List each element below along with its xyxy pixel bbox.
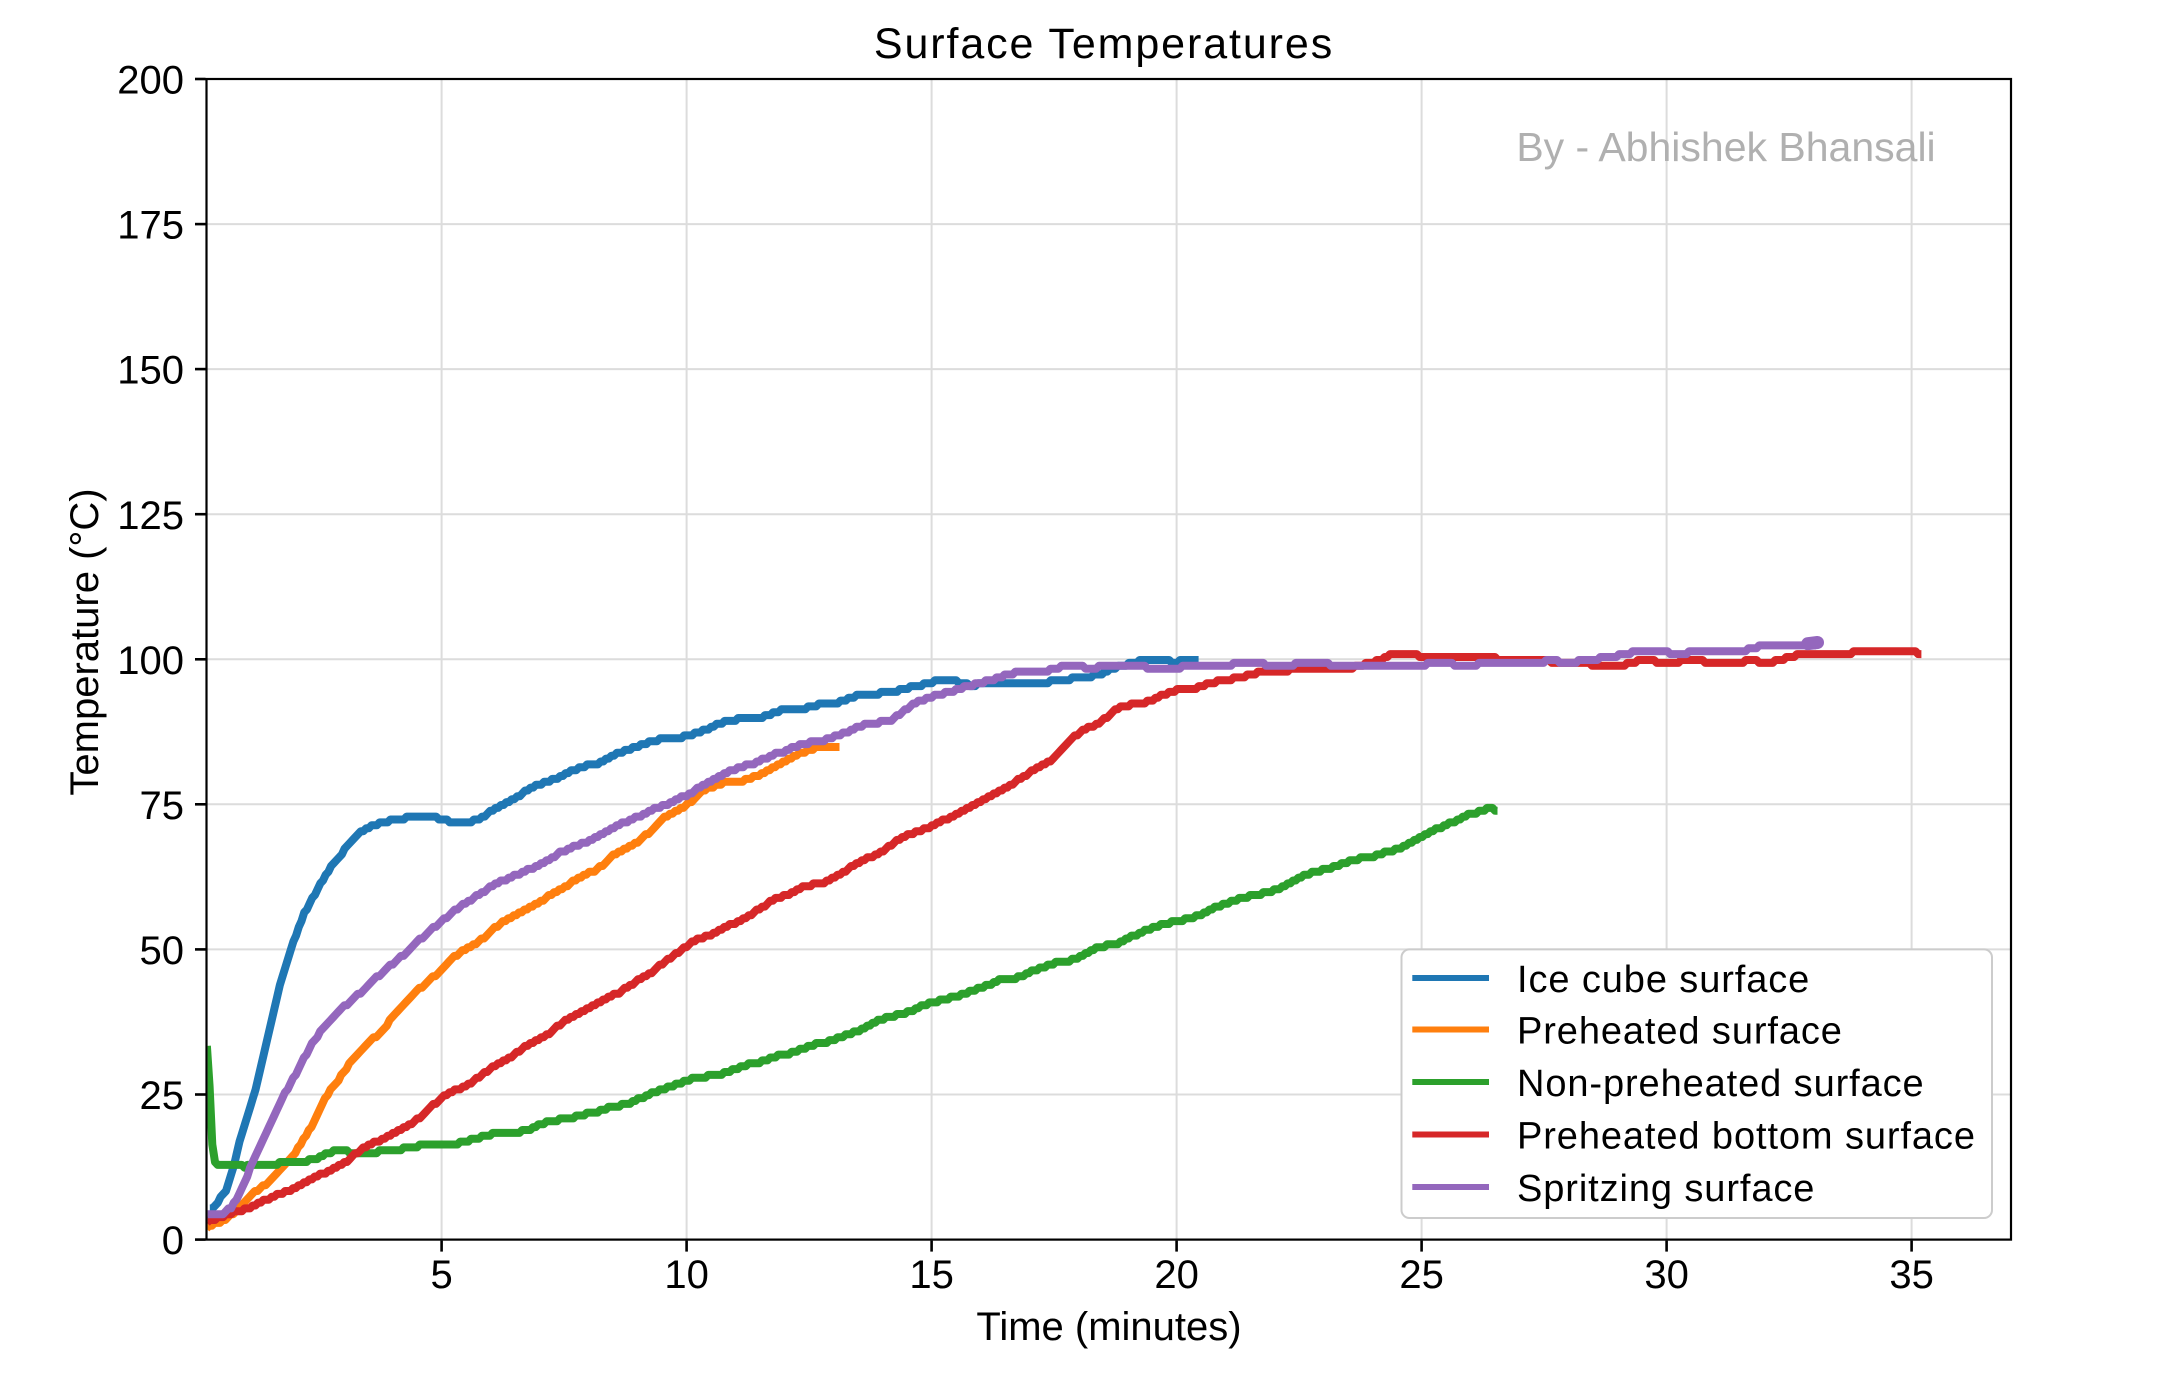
svg-text:Preheated bottom surface: Preheated bottom surface <box>1517 1115 1976 1157</box>
svg-text:0: 0 <box>162 1219 184 1263</box>
svg-text:75: 75 <box>140 784 185 828</box>
svg-text:15: 15 <box>909 1253 954 1297</box>
svg-text:Ice cube surface: Ice cube surface <box>1517 959 1810 1001</box>
svg-text:Temperature (°C): Temperature (°C) <box>63 488 107 795</box>
svg-text:5: 5 <box>430 1253 452 1297</box>
svg-text:200: 200 <box>117 59 184 103</box>
svg-text:50: 50 <box>140 929 185 973</box>
svg-text:20: 20 <box>1154 1253 1199 1297</box>
svg-text:30: 30 <box>1644 1253 1689 1297</box>
svg-text:10: 10 <box>664 1253 709 1297</box>
svg-text:35: 35 <box>1889 1253 1934 1297</box>
svg-text:Non-preheated surface: Non-preheated surface <box>1517 1063 1925 1105</box>
svg-text:Spritzing surface: Spritzing surface <box>1517 1168 1815 1210</box>
svg-text:100: 100 <box>117 639 184 683</box>
svg-text:Surface Temperatures: Surface Temperatures <box>874 20 1334 68</box>
svg-text:25: 25 <box>1399 1253 1444 1297</box>
svg-text:150: 150 <box>117 349 184 393</box>
svg-text:175: 175 <box>117 204 184 248</box>
svg-text:25: 25 <box>140 1074 185 1118</box>
svg-text:Time (minutes): Time (minutes) <box>976 1305 1241 1349</box>
svg-text:Preheated surface: Preheated surface <box>1517 1010 1843 1052</box>
svg-text:125: 125 <box>117 494 184 538</box>
svg-text:By - Abhishek Bhansali: By - Abhishek Bhansali <box>1516 124 1935 170</box>
